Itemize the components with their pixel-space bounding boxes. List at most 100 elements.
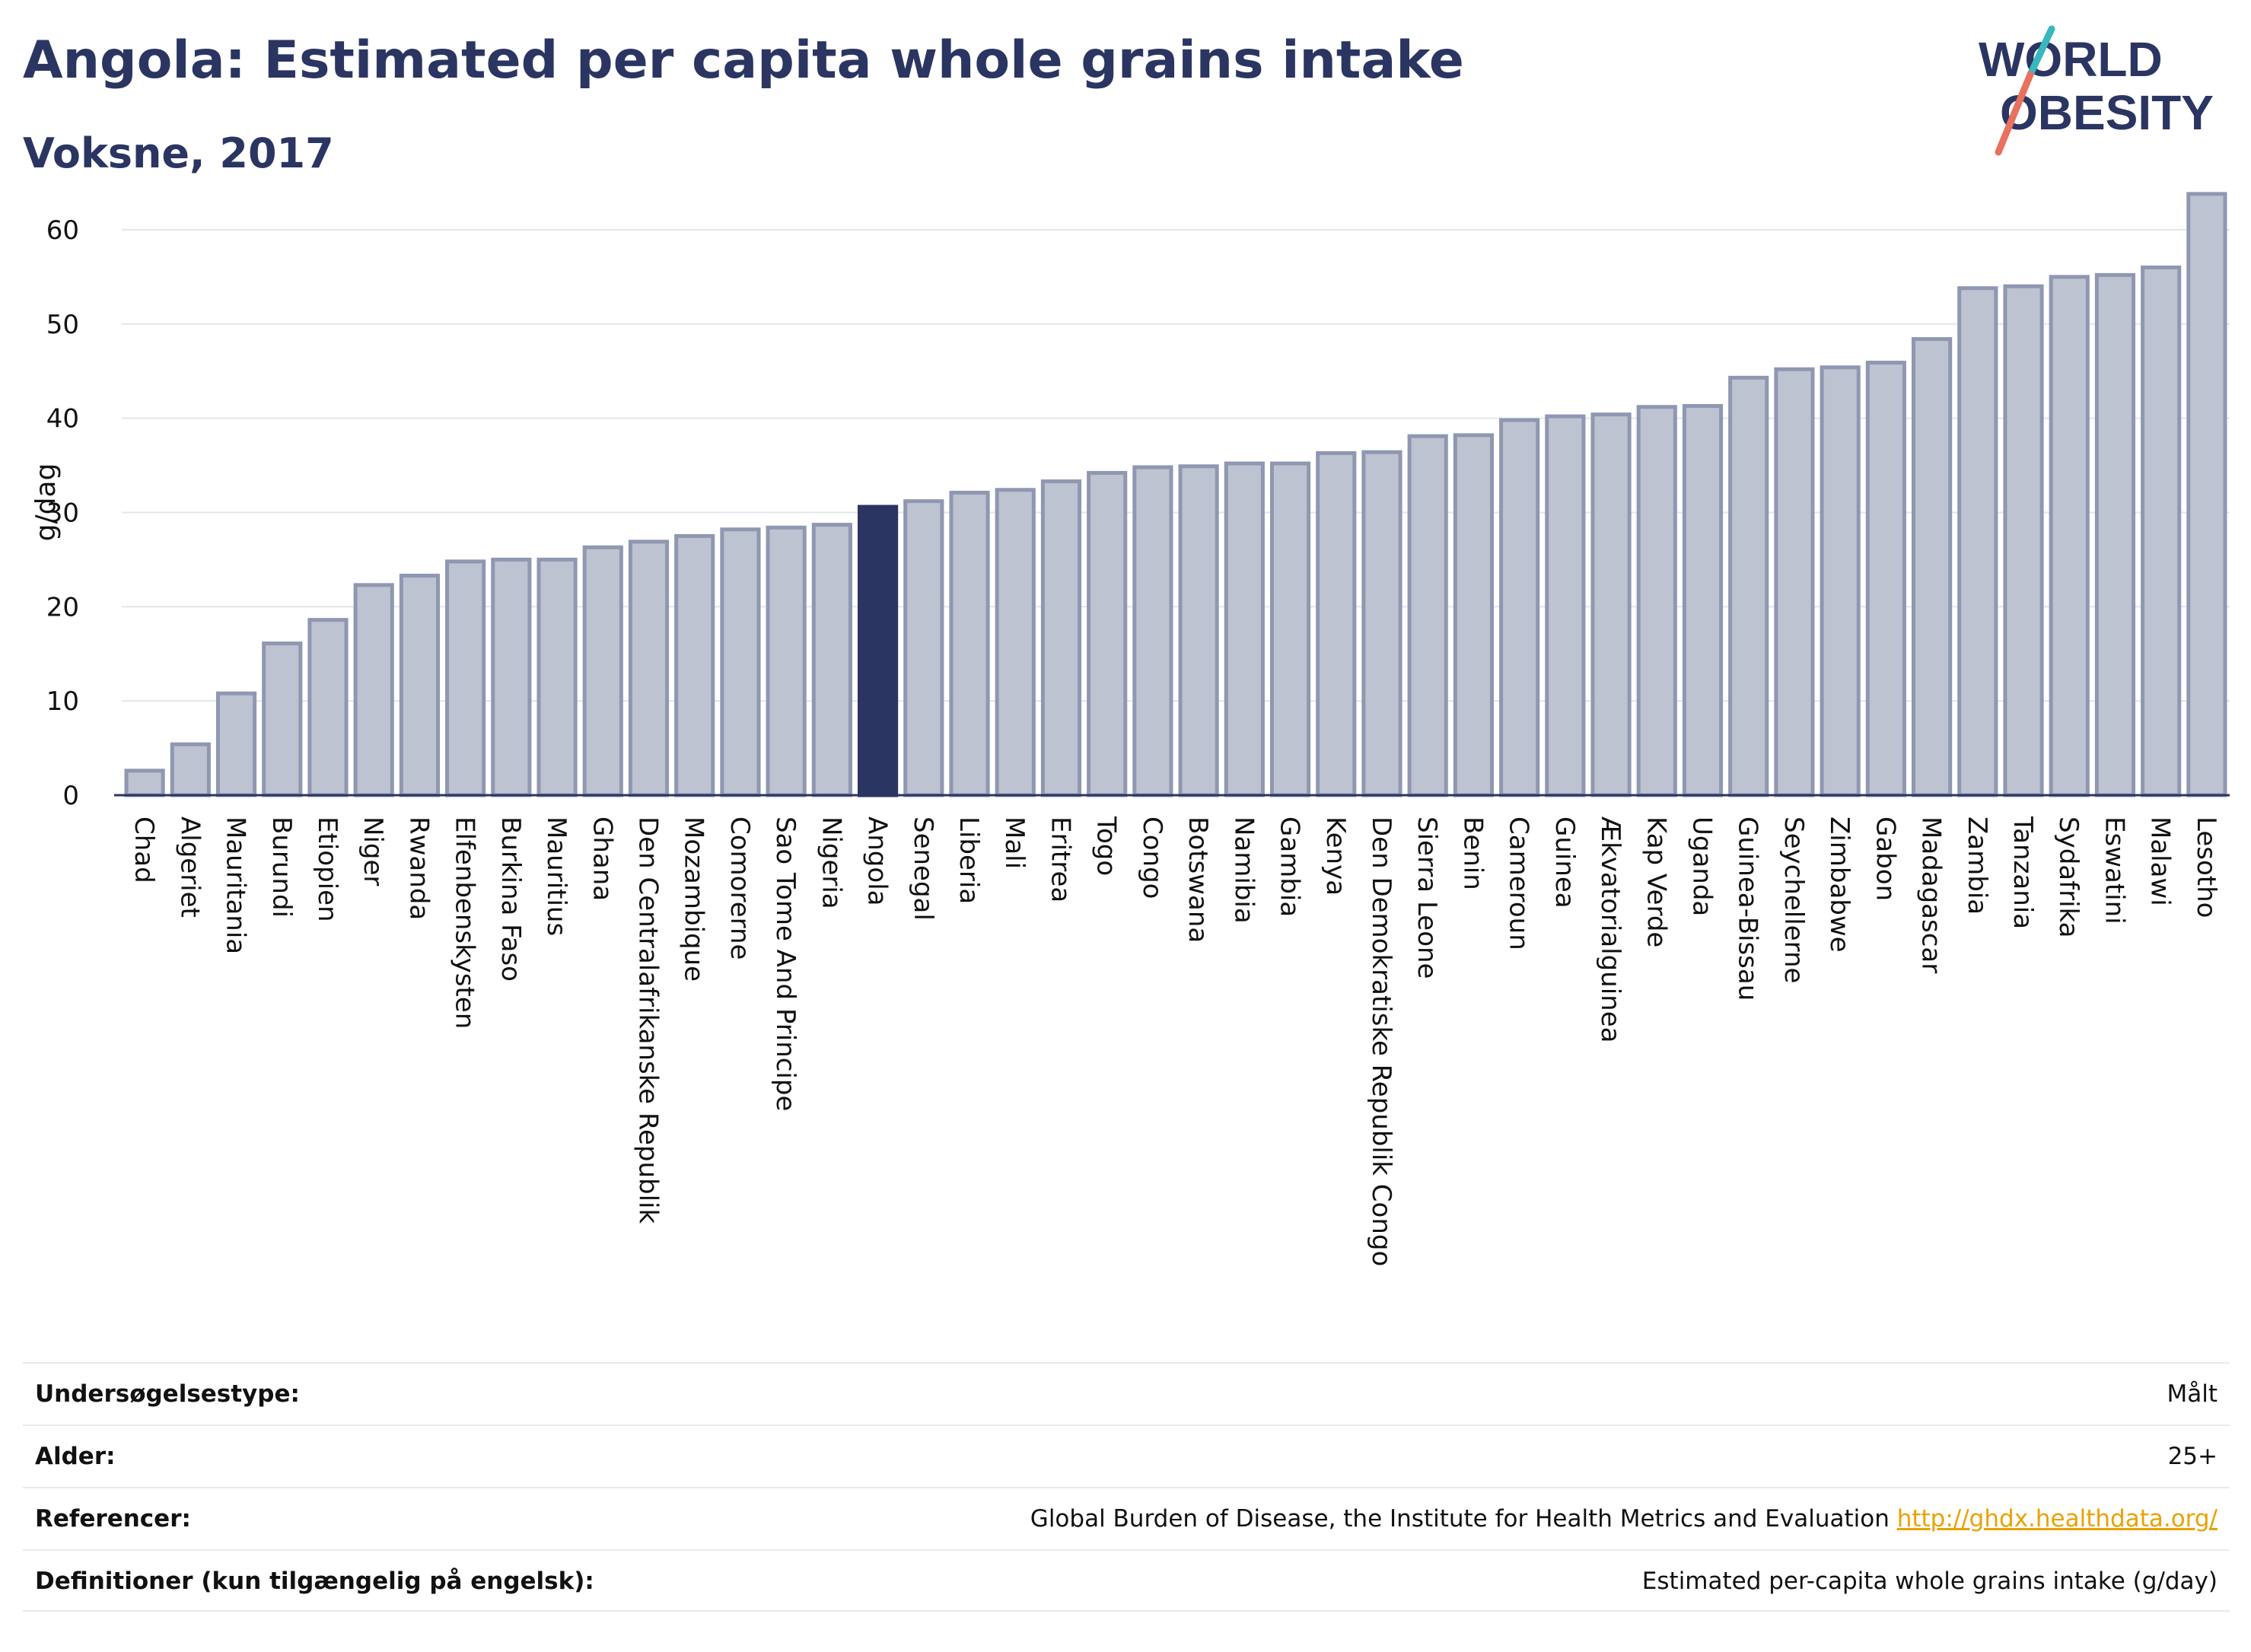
world-obesity-logo: WORLD OBESITY bbox=[1979, 25, 2214, 156]
x-tick-label: Ghana bbox=[587, 816, 617, 901]
x-tick-label: Gambia bbox=[1275, 816, 1305, 917]
meta-row-age: Alder: 25+ bbox=[23, 1424, 2230, 1487]
bar-lesotho[interactable] bbox=[2186, 192, 2227, 797]
x-tick-label: Tanzania bbox=[2007, 816, 2038, 929]
bar-congo[interactable] bbox=[1132, 465, 1173, 797]
bar-eritrea[interactable] bbox=[1040, 479, 1082, 797]
y-tick-label: 50 bbox=[46, 310, 79, 340]
bar-rwanda[interactable] bbox=[399, 573, 441, 797]
bar-sierra-leone[interactable] bbox=[1407, 434, 1448, 797]
x-tick-label: Nigeria bbox=[816, 816, 846, 909]
bar-etiopien[interactable] bbox=[307, 618, 349, 797]
bar-burundi[interactable] bbox=[262, 641, 303, 797]
x-tick-label: Zambia bbox=[1962, 816, 1992, 915]
bar-uganda[interactable] bbox=[1682, 404, 1724, 797]
bar-guinea[interactable] bbox=[1545, 414, 1586, 797]
bar-togo[interactable] bbox=[1087, 470, 1128, 797]
bar-mauritius[interactable] bbox=[536, 557, 578, 797]
bar-namibia[interactable] bbox=[1224, 461, 1265, 797]
x-tick-label: Chad bbox=[129, 816, 159, 883]
bar-chart: 0 10 20 30 40 50 60 Chad Algeriet Mauritania Burun… bbox=[30, 192, 2230, 1266]
logo-line2: OBESITY bbox=[2000, 85, 2214, 140]
bar-ghana[interactable] bbox=[582, 545, 623, 797]
bar-zimbabwe[interactable] bbox=[1820, 365, 1861, 797]
bar-sydafrika[interactable] bbox=[2049, 275, 2090, 797]
bar-gabon[interactable] bbox=[1865, 361, 1906, 797]
x-tick-label: Mauritania bbox=[221, 816, 251, 954]
bar-eswatini[interactable] bbox=[2094, 272, 2136, 797]
bar-ækvatorialguinea[interactable] bbox=[1590, 412, 1632, 797]
x-tick-label: Gabon bbox=[1870, 816, 1900, 901]
bar-senegal[interactable] bbox=[903, 499, 944, 797]
bar-tanzania[interactable] bbox=[2003, 284, 2044, 797]
x-tick-label: Algeriet bbox=[174, 816, 205, 918]
x-tick-label: Lesotho bbox=[2191, 816, 2221, 918]
bar-kap-verde[interactable] bbox=[1636, 405, 1677, 797]
bar-mali[interactable] bbox=[995, 488, 1036, 797]
x-tick-label: Mali bbox=[999, 816, 1030, 869]
x-tick-label: Senegal bbox=[908, 816, 938, 921]
bar-malawi[interactable] bbox=[2141, 265, 2182, 797]
x-tick-label: Burundi bbox=[266, 816, 297, 918]
x-tick-label: Seychellerne bbox=[1778, 816, 1809, 983]
x-tick-label: Comorerne bbox=[724, 816, 755, 960]
meta-value-references: Global Burden of Disease, the Institute … bbox=[1030, 1505, 2218, 1533]
bar-zambia[interactable] bbox=[1957, 286, 1998, 797]
bar-seychellerne[interactable] bbox=[1774, 367, 1815, 797]
x-tick-label: Niger bbox=[358, 816, 388, 886]
x-tick-label: Namibia bbox=[1228, 816, 1259, 924]
x-tick-label: Malawi bbox=[2145, 816, 2176, 906]
y-tick-label: 10 bbox=[46, 686, 79, 717]
bar-comorerne[interactable] bbox=[720, 527, 761, 797]
bar-nigeria[interactable] bbox=[811, 523, 852, 797]
x-tick-label: Guinea-Bissau bbox=[1733, 816, 1763, 1001]
bars bbox=[124, 192, 2227, 797]
y-tick-label: 0 bbox=[62, 781, 79, 811]
bar-madagascar[interactable] bbox=[1912, 337, 1953, 797]
bar-den-demokratiske-republik-congo[interactable] bbox=[1361, 450, 1402, 797]
bar-algeriet[interactable] bbox=[170, 742, 211, 797]
x-tick-label: Etiopien bbox=[312, 816, 342, 922]
x-tick-label: Mozambique bbox=[679, 816, 709, 982]
logo-line1: WORLD bbox=[1979, 32, 2163, 87]
axes: 0 10 20 30 40 50 60 Chad Algeriet Mauritania Burun… bbox=[46, 215, 2230, 1266]
y-tick-label: 40 bbox=[46, 404, 79, 434]
bar-sao-tome-and-principe[interactable] bbox=[766, 525, 807, 797]
reference-link[interactable]: http://ghdx.healthdata.org/ bbox=[1896, 1505, 2218, 1533]
meta-label: Alder: bbox=[35, 1443, 116, 1470]
x-tick-label: Sao Tome And Principe bbox=[770, 816, 801, 1111]
x-tick-label: Kap Verde bbox=[1641, 816, 1671, 947]
x-tick-label: Den Demokratiske Republik Congo bbox=[1366, 816, 1396, 1266]
x-tick-label: Eritrea bbox=[1045, 816, 1075, 902]
bar-burkina-faso[interactable] bbox=[491, 557, 532, 797]
x-tick-label: Cameroun bbox=[1504, 816, 1534, 950]
bar-chad[interactable] bbox=[124, 769, 165, 797]
x-tick-label: Botswana bbox=[1183, 816, 1213, 943]
bar-mauritania[interactable] bbox=[215, 691, 257, 797]
page-title: Angola: Estimated per capita whole grain… bbox=[23, 30, 1464, 91]
bar-botswana[interactable] bbox=[1178, 464, 1219, 797]
bar-benin[interactable] bbox=[1453, 433, 1494, 797]
page-subtitle: Voksne, 2017 bbox=[23, 129, 334, 177]
meta-row-survey-type: Undersøgelsestype: Målt bbox=[23, 1362, 2230, 1424]
meta-label: Referencer: bbox=[35, 1505, 191, 1533]
bar-elfenbenskysten[interactable] bbox=[445, 559, 486, 797]
bar-niger[interactable] bbox=[353, 583, 394, 797]
bar-den-centralafrikanske-republik[interactable] bbox=[628, 540, 670, 797]
bar-cameroun[interactable] bbox=[1499, 418, 1540, 797]
y-tick-label: 60 bbox=[46, 215, 79, 246]
x-tick-label: Sierra Leone bbox=[1412, 816, 1442, 979]
bar-angola[interactable] bbox=[858, 505, 899, 797]
x-tick-label: Ækvatorialguinea bbox=[1595, 816, 1625, 1042]
x-tick-label: Mauritius bbox=[541, 816, 572, 936]
bar-gambia[interactable] bbox=[1269, 461, 1311, 797]
bar-kenya[interactable] bbox=[1316, 450, 1357, 797]
bar-liberia[interactable] bbox=[949, 490, 990, 797]
bar-guinea-bissau[interactable] bbox=[1728, 375, 1769, 797]
x-tick-label: Burkina Faso bbox=[495, 816, 526, 982]
x-tick-label: Uganda bbox=[1687, 816, 1718, 916]
metadata-table: Undersøgelsestype: Målt Alder: 25+ Refer… bbox=[23, 1362, 2230, 1612]
x-tick-label: Zimbabwe bbox=[1824, 816, 1855, 953]
x-tick-label: Togo bbox=[1091, 816, 1122, 876]
bar-mozambique[interactable] bbox=[674, 533, 715, 797]
